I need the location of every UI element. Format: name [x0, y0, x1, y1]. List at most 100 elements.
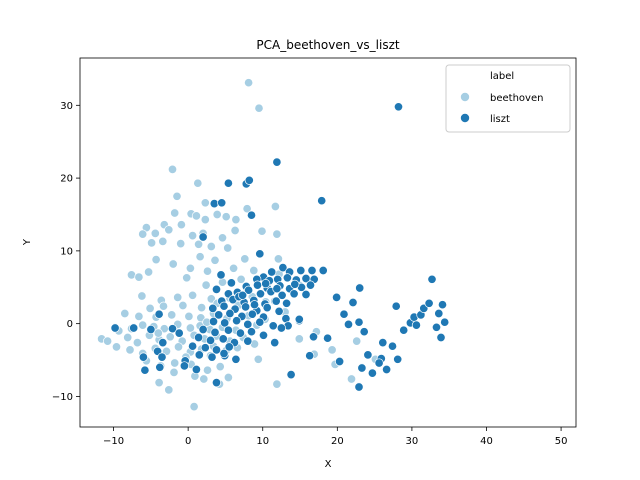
data-point-liszt — [223, 325, 233, 335]
data-point-beethoven — [176, 220, 186, 230]
data-point-beethoven — [217, 277, 228, 287]
data-point-liszt — [378, 338, 388, 348]
data-point-beethoven — [164, 225, 174, 235]
data-point-liszt — [246, 327, 257, 337]
data-point-liszt — [440, 317, 450, 327]
data-point-beethoven — [231, 215, 241, 225]
data-point-liszt — [219, 301, 229, 311]
data-point-liszt — [391, 301, 401, 311]
data-point-beethoven — [164, 385, 174, 395]
data-point-liszt — [268, 321, 278, 331]
data-point-beethoven — [230, 225, 240, 236]
data-point-liszt — [424, 298, 434, 308]
data-point-liszt — [355, 283, 365, 293]
data-point-beethoven — [165, 332, 175, 342]
data-point-beethoven — [221, 212, 231, 222]
plot-frame — [79, 57, 577, 428]
data-point-liszt — [282, 273, 292, 283]
data-point-beethoven — [167, 164, 178, 174]
legend-title: label — [490, 71, 514, 82]
data-point-beethoven — [200, 215, 210, 225]
data-point-liszt — [271, 296, 281, 306]
data-point-liszt — [238, 290, 248, 300]
data-point-liszt — [211, 284, 222, 294]
data-point-beethoven — [184, 311, 194, 321]
x-tick-label: −10 — [103, 436, 124, 447]
data-point-beethoven — [147, 238, 157, 248]
data-point-beethoven — [170, 208, 180, 218]
data-point-beethoven — [169, 367, 179, 377]
data-point-liszt — [244, 285, 254, 295]
data-point-beethoven — [206, 241, 216, 252]
data-point-liszt — [301, 289, 311, 300]
data-point-liszt — [270, 338, 280, 348]
data-point-liszt — [411, 320, 421, 330]
data-point-liszt — [296, 265, 306, 276]
data-point-liszt — [244, 175, 254, 185]
data-point-liszt — [382, 364, 392, 375]
legend-label-beethoven: beethoven — [490, 93, 543, 104]
data-point-beethoven — [253, 354, 263, 364]
data-point-liszt — [305, 351, 315, 361]
data-point-beethoven — [202, 266, 213, 276]
data-point-beethoven — [158, 301, 169, 311]
data-point-liszt — [255, 317, 265, 327]
x-tick-label: 20 — [331, 436, 344, 447]
data-point-liszt — [393, 102, 404, 112]
data-point-liszt — [387, 341, 398, 351]
data-point-liszt — [243, 319, 253, 329]
data-point-beethoven — [249, 265, 259, 276]
data-point-liszt — [258, 330, 269, 340]
data-point-beethoven — [200, 198, 210, 208]
data-point-beethoven — [244, 78, 254, 88]
data-point-beethoven — [202, 365, 213, 375]
data-point-liszt — [154, 309, 164, 319]
data-point-liszt — [226, 278, 236, 288]
data-point-liszt — [318, 265, 328, 276]
data-point-liszt — [393, 354, 403, 364]
data-point-liszt — [158, 338, 168, 348]
data-point-liszt — [191, 364, 201, 375]
data-point-liszt — [431, 322, 442, 332]
data-point-beethoven — [176, 239, 186, 249]
data-point-liszt — [174, 328, 184, 338]
data-point-liszt — [219, 348, 229, 359]
data-point-beethoven — [194, 239, 204, 249]
data-point-liszt — [308, 332, 319, 342]
y-axis-ticks: −10 0 10 20 30 — [52, 101, 80, 403]
data-point-beethoven — [240, 254, 250, 264]
data-point-beethoven — [134, 311, 144, 321]
data-point-beethoven — [223, 243, 233, 253]
data-point-beethoven — [257, 226, 267, 236]
data-point-liszt — [179, 361, 189, 371]
data-point-beethoven — [172, 191, 182, 201]
data-point-liszt — [208, 303, 218, 313]
data-point-liszt — [198, 232, 208, 242]
legend-marker-beethoven — [459, 92, 470, 103]
data-point-beethoven — [173, 342, 184, 352]
data-point-liszt — [210, 327, 220, 337]
data-point-liszt — [262, 303, 272, 313]
data-point-liszt — [235, 328, 245, 338]
data-point-liszt — [224, 342, 234, 352]
data-point-liszt — [167, 324, 178, 334]
legend-box — [445, 64, 571, 133]
data-point-liszt — [255, 249, 265, 259]
data-point-liszt — [317, 196, 327, 206]
data-point-beethoven — [201, 280, 211, 290]
x-tick-label: 0 — [185, 436, 191, 447]
data-point-beethoven — [199, 374, 209, 384]
data-point-liszt — [282, 298, 292, 308]
data-point-beethoven — [134, 272, 144, 282]
data-point-beethoven — [346, 374, 357, 384]
data-point-liszt — [274, 306, 284, 316]
x-tick-label: 10 — [256, 436, 269, 447]
data-point-liszt — [247, 309, 257, 319]
data-point-beethoven — [111, 342, 122, 352]
data-point-beethoven — [273, 254, 283, 264]
data-point-liszt — [359, 327, 369, 337]
data-point-beethoven — [168, 259, 178, 269]
data-point-liszt — [214, 310, 224, 320]
data-point-liszt — [146, 324, 156, 335]
